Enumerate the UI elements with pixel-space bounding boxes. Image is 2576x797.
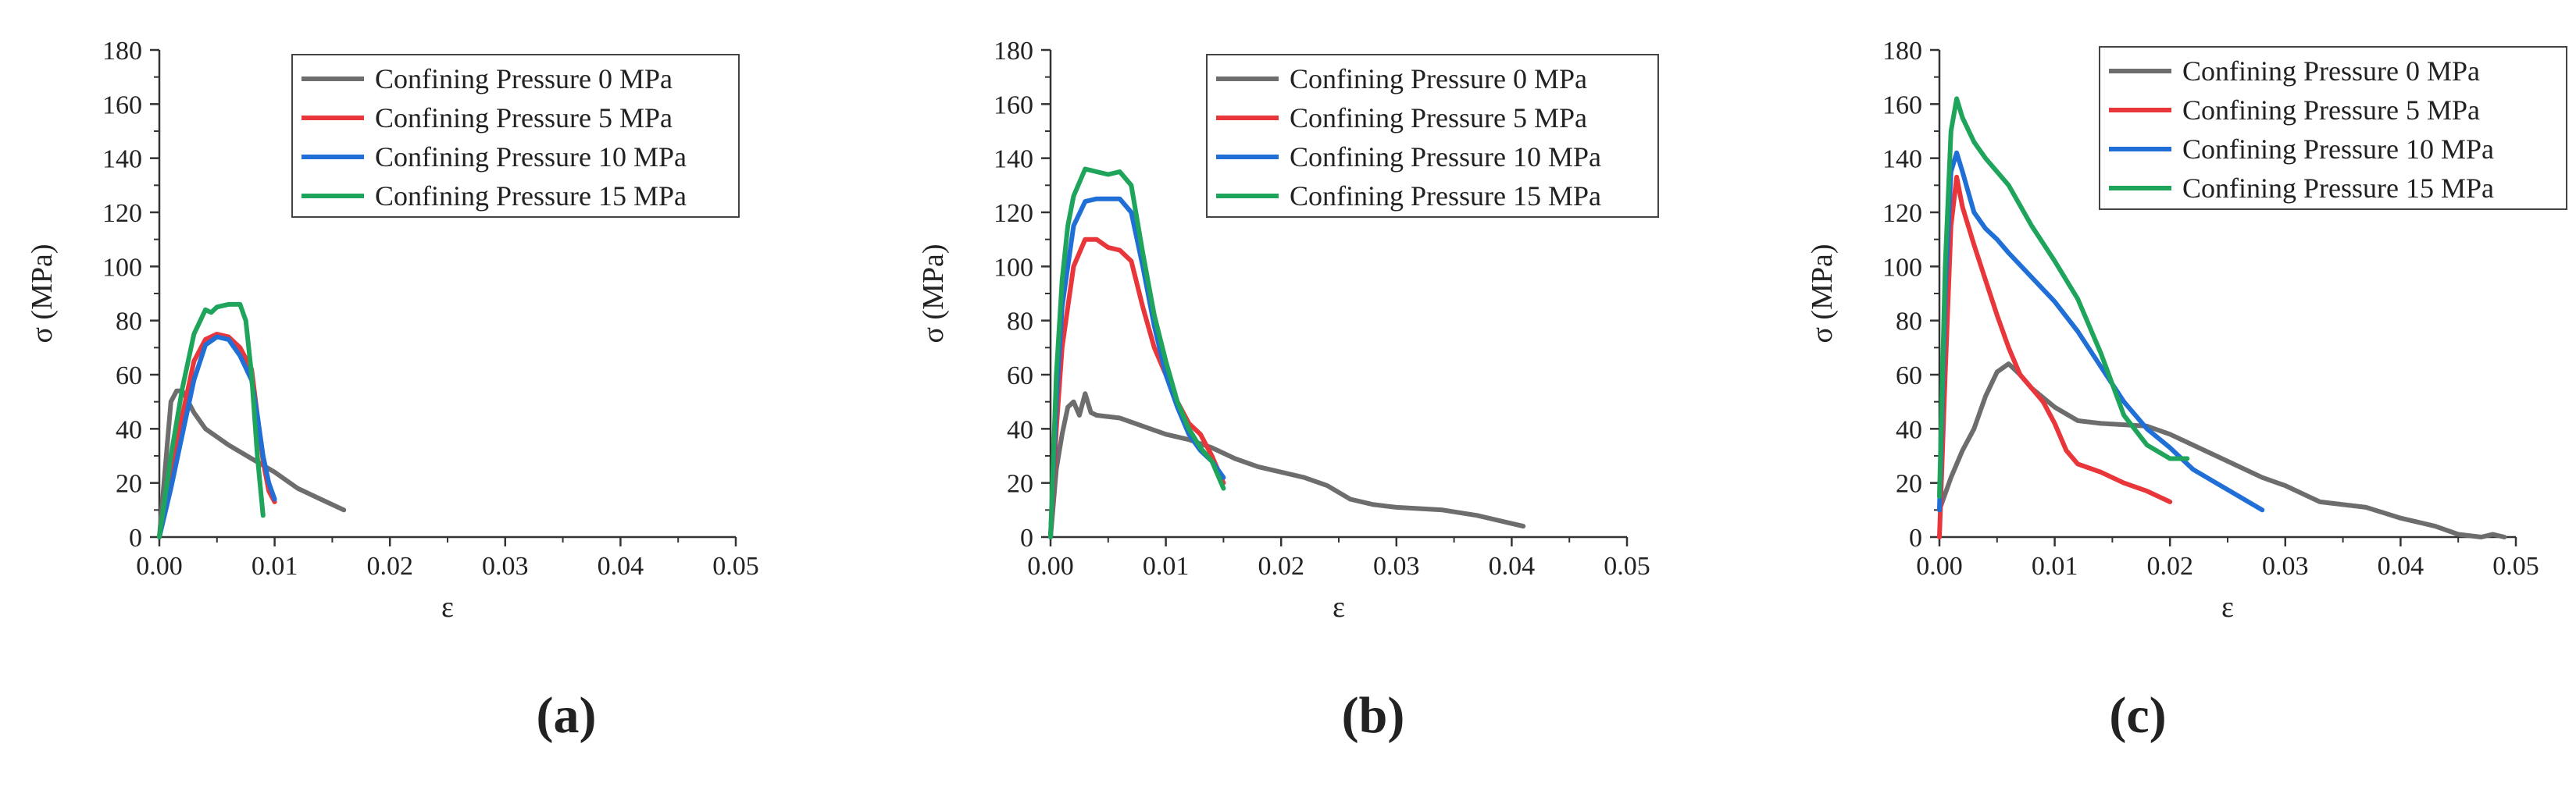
y-tick-label: 100 bbox=[102, 253, 142, 282]
y-tick-label: 40 bbox=[1007, 415, 1033, 444]
legend-label: Confining Pressure 10 MPa bbox=[1290, 141, 1601, 173]
legend-label: Confining Pressure 0 MPa bbox=[375, 63, 673, 94]
x-tick-label: 0.01 bbox=[2032, 552, 2078, 581]
x-tick-label: 0.02 bbox=[1258, 552, 1304, 581]
legend: Confining Pressure 0 MPa Confining Pressu… bbox=[2099, 46, 2567, 210]
legend-label: Confining Pressure 0 MPa bbox=[1290, 63, 1587, 94]
y-tick-label: 80 bbox=[1007, 308, 1033, 336]
y-tick-label: 180 bbox=[1882, 37, 1922, 66]
x-axis-label: ε bbox=[2221, 591, 2234, 624]
legend-label: Confining Pressure 5 MPa bbox=[2182, 94, 2480, 126]
y-tick-label: 120 bbox=[1882, 199, 1922, 228]
x-tick-label: 0.00 bbox=[1916, 552, 1963, 581]
legend-box bbox=[1206, 54, 1659, 218]
series-line-1 bbox=[1048, 391, 1526, 539]
y-tick-label: 140 bbox=[102, 145, 142, 174]
legend-label: Confining Pressure 10 MPa bbox=[375, 141, 687, 173]
y-axis-label: σ (MPa) bbox=[26, 244, 59, 343]
y-tick-label: 100 bbox=[1882, 253, 1922, 282]
x-tick-label: 0.05 bbox=[1604, 552, 1650, 581]
y-tick-label: 180 bbox=[994, 37, 1033, 66]
series-line-3 bbox=[157, 334, 277, 539]
legend-label: Confining Pressure 0 MPa bbox=[2182, 55, 2480, 87]
y-tick-label: 180 bbox=[102, 37, 142, 66]
y-tick-label: 20 bbox=[1007, 470, 1033, 499]
y-tick-label: 60 bbox=[116, 361, 142, 390]
y-tick-label: 60 bbox=[1896, 361, 1922, 390]
x-tick-label: 0.02 bbox=[2146, 552, 2193, 581]
series-line-2 bbox=[1937, 174, 2173, 539]
x-tick-label: 0.04 bbox=[1489, 552, 1536, 581]
panel-label: (a) bbox=[537, 687, 597, 744]
x-axis-label: ε bbox=[441, 591, 454, 624]
y-tick-label: 100 bbox=[994, 253, 1033, 282]
x-tick-label: 0.03 bbox=[2262, 552, 2309, 581]
x-tick-label: 0.02 bbox=[366, 552, 413, 581]
legend-label: Confining Pressure 15 MPa bbox=[1290, 180, 1601, 212]
series-line-1 bbox=[1937, 361, 2507, 539]
x-tick-label: 0.03 bbox=[1373, 552, 1420, 581]
panel-label: (b) bbox=[1342, 687, 1405, 744]
y-tick-label: 80 bbox=[116, 308, 142, 336]
x-tick-label: 0.01 bbox=[252, 552, 298, 581]
y-tick-label: 140 bbox=[994, 145, 1033, 174]
legend-label: Confining Pressure 5 MPa bbox=[1290, 102, 1587, 133]
y-axis-label: σ (MPa) bbox=[1806, 244, 1839, 343]
y-tick-label: 0 bbox=[1909, 524, 1922, 553]
series-line-4 bbox=[157, 301, 266, 539]
x-tick-label: 0.03 bbox=[482, 552, 529, 581]
legend-label: Confining Pressure 10 MPa bbox=[2182, 133, 2494, 165]
x-tick-label: 0.05 bbox=[2492, 552, 2539, 581]
chart-panel-3: 0.00 0.01 0.02 0.03 0.04 0.05 0 20 40 60 80 100 120 1… bbox=[1806, 37, 2567, 744]
y-tick-label: 120 bbox=[102, 199, 142, 228]
x-tick-label: 0.05 bbox=[712, 552, 759, 581]
y-tick-label: 160 bbox=[994, 91, 1033, 119]
legend-box bbox=[291, 54, 740, 218]
x-tick-label: 0.00 bbox=[1027, 552, 1074, 581]
legend: Confining Pressure 0 MPa Confining Pressu… bbox=[291, 54, 740, 218]
y-tick-label: 160 bbox=[102, 91, 142, 119]
y-tick-label: 160 bbox=[1882, 91, 1922, 119]
series-line-4 bbox=[1048, 166, 1226, 539]
y-tick-label: 0 bbox=[129, 524, 142, 553]
y-tick-label: 80 bbox=[1896, 308, 1922, 336]
x-tick-label: 0.01 bbox=[1143, 552, 1190, 581]
legend-box bbox=[2099, 46, 2567, 210]
chart-panel-1: 0.00 0.01 0.02 0.03 0.04 0.05 0 20 40 60 80 100 120 1… bbox=[26, 37, 759, 744]
y-tick-label: 140 bbox=[1882, 145, 1922, 174]
legend-label: Confining Pressure 15 MPa bbox=[375, 180, 687, 212]
series-line-2 bbox=[1048, 237, 1226, 539]
chart-panel-2: 0.00 0.01 0.02 0.03 0.04 0.05 0 20 40 60 80 100 120 1… bbox=[917, 37, 1659, 744]
y-tick-label: 0 bbox=[1020, 524, 1033, 553]
x-tick-label: 0.04 bbox=[2378, 552, 2424, 581]
x-tick-label: 0.04 bbox=[598, 552, 644, 581]
y-tick-label: 120 bbox=[994, 199, 1033, 228]
x-tick-label: 0.00 bbox=[136, 552, 183, 581]
legend-label: Confining Pressure 5 MPa bbox=[375, 102, 673, 133]
series-line-1 bbox=[157, 388, 347, 539]
y-tick-label: 20 bbox=[116, 470, 142, 499]
y-tick-label: 40 bbox=[116, 415, 142, 444]
y-tick-label: 60 bbox=[1007, 361, 1033, 390]
x-axis-label: ε bbox=[1333, 591, 1345, 624]
series-line-4 bbox=[1937, 96, 2190, 499]
y-tick-label: 40 bbox=[1896, 415, 1922, 444]
y-tick-label: 20 bbox=[1896, 470, 1922, 499]
series-line-3 bbox=[1048, 196, 1226, 539]
panel-label: (c) bbox=[2109, 687, 2166, 744]
series-line-3 bbox=[1937, 150, 2265, 513]
legend-label: Confining Pressure 15 MPa bbox=[2182, 173, 2494, 204]
y-axis-label: σ (MPa) bbox=[917, 244, 950, 343]
legend: Confining Pressure 0 MPa Confining Pressu… bbox=[1206, 54, 1659, 218]
